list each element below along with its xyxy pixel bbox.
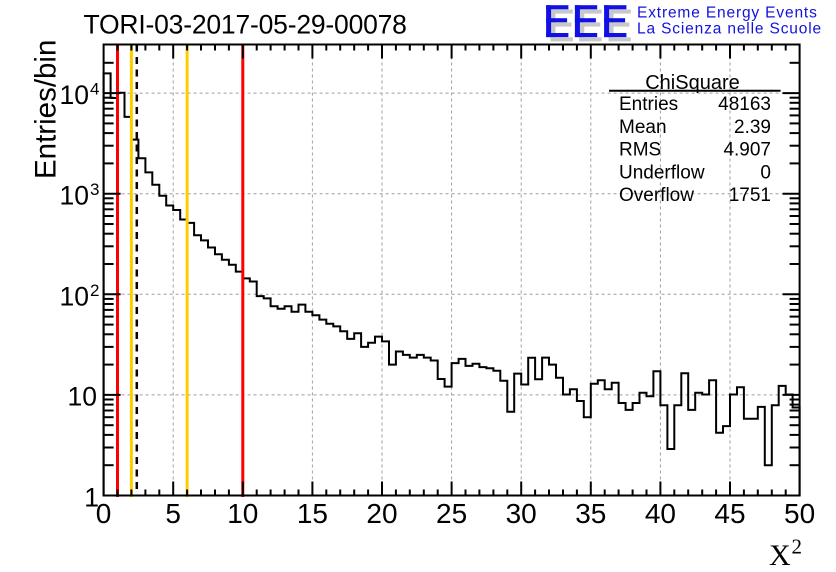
svg-text:10: 10	[60, 281, 89, 311]
svg-text:50: 50	[784, 498, 815, 529]
svg-text:TORI-03-2017-05-29-00078: TORI-03-2017-05-29-00078	[84, 10, 407, 40]
svg-text:4: 4	[90, 80, 99, 99]
svg-text:10: 10	[60, 80, 89, 110]
svg-text:0: 0	[96, 498, 112, 529]
svg-text:ChiSquare: ChiSquare	[645, 72, 740, 94]
svg-text:3: 3	[90, 180, 99, 199]
svg-text:2: 2	[90, 281, 99, 300]
svg-text:1: 1	[84, 483, 99, 513]
svg-text:Underflow: Underflow	[619, 162, 705, 183]
svg-text:Entries: Entries	[619, 94, 678, 115]
svg-text:Overflow: Overflow	[619, 185, 694, 206]
svg-text:Extreme Energy Events: Extreme Energy Events	[637, 4, 818, 21]
svg-text:40: 40	[645, 498, 676, 529]
svg-text:10: 10	[60, 181, 89, 211]
svg-text:45: 45	[714, 498, 745, 529]
svg-text:Entries/bin: Entries/bin	[30, 40, 63, 179]
svg-text:1751: 1751	[729, 185, 771, 206]
svg-text:10: 10	[227, 498, 258, 529]
svg-text:5: 5	[165, 498, 181, 529]
svg-text:20: 20	[366, 498, 397, 529]
svg-text:2: 2	[792, 534, 803, 558]
svg-text:X: X	[769, 539, 791, 572]
svg-text:0: 0	[760, 162, 771, 183]
svg-text:RMS: RMS	[619, 140, 661, 161]
svg-text:La Scienza nelle Scuole: La Scienza nelle Scuole	[637, 20, 822, 37]
svg-text:35: 35	[575, 498, 606, 529]
svg-text:15: 15	[297, 498, 328, 529]
svg-text:Mean: Mean	[619, 117, 667, 138]
svg-text:10: 10	[68, 381, 97, 411]
svg-text:48163: 48163	[718, 94, 771, 115]
svg-text:4.907: 4.907	[723, 140, 771, 161]
svg-text:2.39: 2.39	[734, 117, 771, 138]
svg-text:30: 30	[506, 498, 537, 529]
svg-text:25: 25	[436, 498, 467, 529]
